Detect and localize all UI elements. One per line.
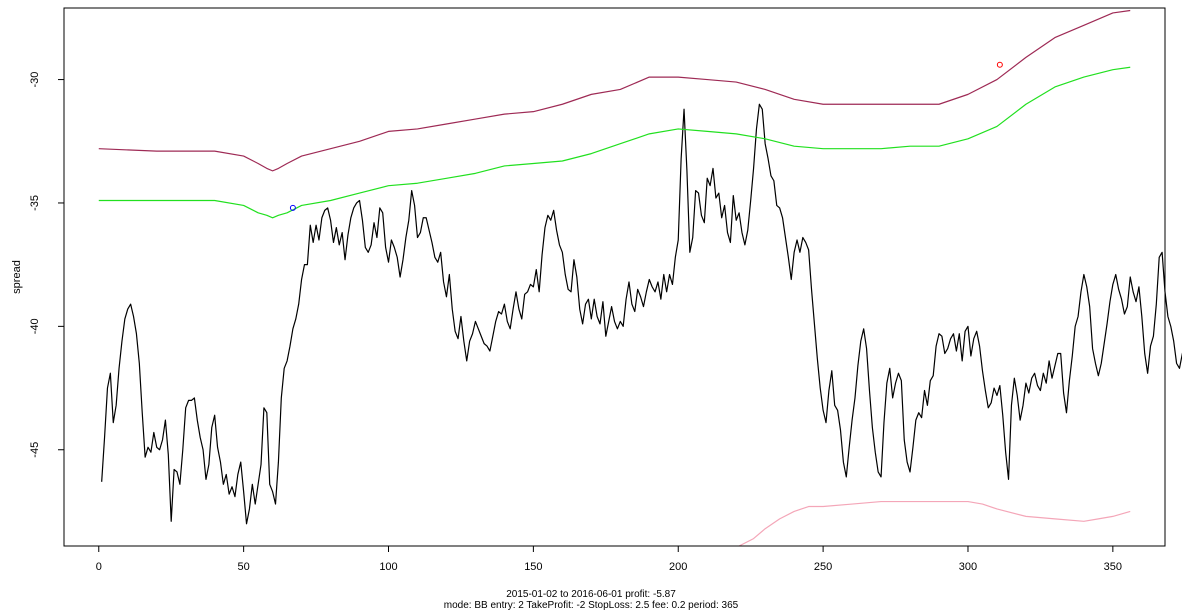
signal-marker-1 [289,204,296,211]
y-axis-title: spread [11,260,23,294]
x-tick-label: 250 [814,561,832,573]
x-tick-label: 200 [669,561,687,573]
signal-marker-2 [996,61,1003,68]
x-tick-label: 300 [959,561,977,573]
series-line-2 [98,9,1131,172]
series-line-4 [738,500,1131,547]
caption-line-2: mode: BB entry: 2 TakeProfit: -2 StopLos… [443,600,739,611]
plot-frame [63,7,1166,547]
series-line-1 [101,103,1182,525]
x-tick-label: 100 [379,561,397,573]
y-axis: -45 -40 -35 -30 [29,72,65,458]
y-tick-label: -35 [29,195,41,211]
marker-layer [289,61,1003,211]
series-layer [98,9,1182,547]
x-tick-label: 150 [524,561,542,573]
y-tick-label: -45 [29,442,41,458]
x-tick-label: 0 [96,561,102,573]
x-tick-label: 50 [238,561,250,573]
series-line-3 [98,66,1131,219]
caption-line-1: 2015-01-02 to 2016-06-01 profit: -5.87 [506,589,676,600]
x-tick-label: 350 [1104,561,1122,573]
y-tick-label: -40 [29,318,41,334]
y-tick-label: -30 [29,72,41,88]
x-axis: 0 50 100 150 200 250 300 350 [96,545,1122,573]
